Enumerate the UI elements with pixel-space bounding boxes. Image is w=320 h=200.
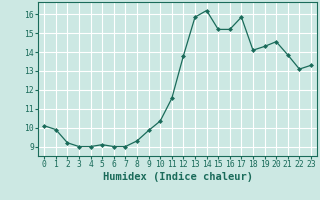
X-axis label: Humidex (Indice chaleur): Humidex (Indice chaleur) [103, 172, 252, 182]
